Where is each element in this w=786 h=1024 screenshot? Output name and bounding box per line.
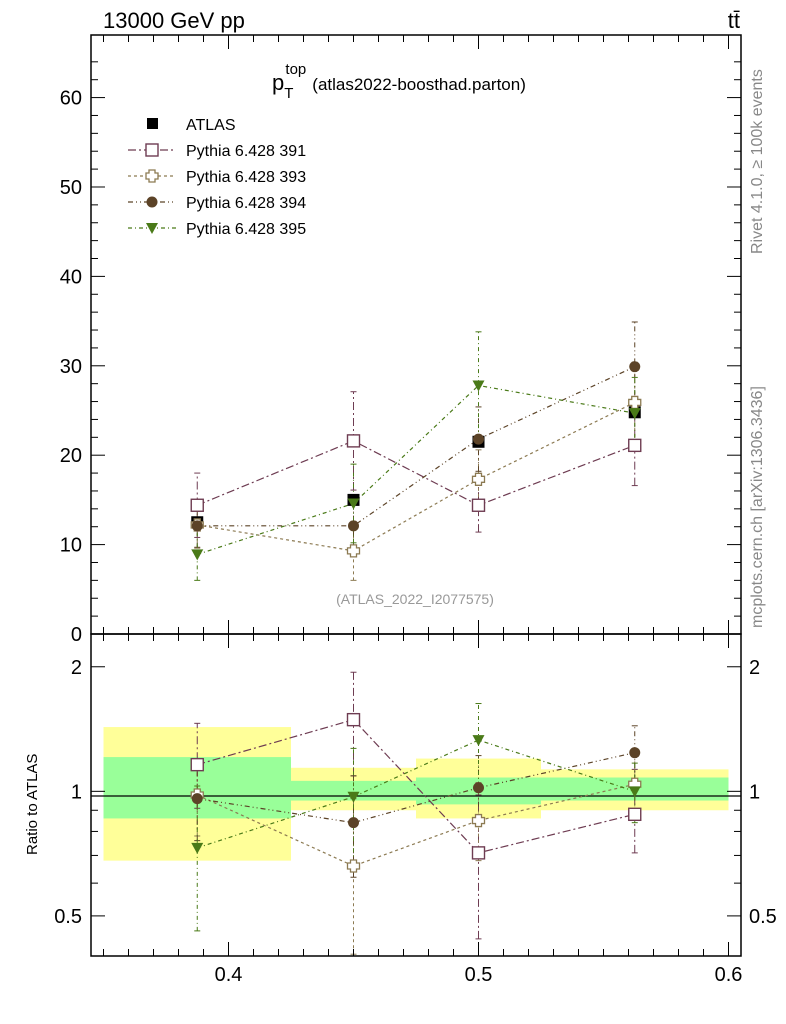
ratio-panel: 0.5 0.5 1 1 2 2 0.4 0.5 0.6 Ratio to ATLAS: [24, 633, 777, 986]
ratio-point-3: [472, 735, 485, 747]
legend-391-label: Pythia 6.428 391: [186, 143, 306, 160]
series-point-2: [191, 520, 203, 532]
ratio-ytick-label-right: 2: [749, 657, 760, 679]
series-point-0: [628, 438, 642, 453]
rivet-label: Rivet 4.1.0, ≥ 100k events: [749, 69, 766, 254]
ratio-line-1: [197, 783, 635, 867]
ratio-ytick-label-right: 0.5: [749, 906, 777, 928]
title-main: p: [272, 70, 284, 95]
series-point-2: [348, 520, 359, 532]
ratio-point-2: [191, 793, 203, 805]
series-point-2: [629, 361, 641, 373]
ratio-point-1: [346, 859, 361, 873]
ratio-point-0: [346, 712, 361, 727]
ratio-frame: [90, 633, 742, 957]
ratio-ytick-label-right: 1: [749, 781, 760, 803]
series-point-3: [472, 380, 485, 392]
series-point-0: [471, 498, 486, 512]
ratio-ytick-label-left: 2: [71, 657, 82, 679]
series-line-0: [197, 440, 635, 506]
series-point-1: [346, 544, 361, 558]
ratio-series: [190, 671, 642, 955]
legend-393-label: Pythia 6.428 393: [186, 169, 306, 186]
legend-394-marker: [146, 196, 158, 208]
ratio-xtick-label: 0.4: [215, 964, 243, 986]
legend-395-marker: [146, 223, 158, 234]
ratio-point-3: [628, 786, 641, 798]
ratio-ylabel: Ratio to ATLAS: [24, 754, 41, 855]
main-ytick-label: 40: [60, 266, 82, 288]
legend-393-marker: [145, 169, 159, 183]
main-ticks: 0 10 20 30 40 50 60: [60, 35, 741, 646]
main-ytick-label: 0: [71, 624, 82, 646]
ratio-point-2: [348, 817, 359, 829]
ratio-point-2: [473, 782, 484, 794]
series-line-2: [197, 366, 636, 527]
ratio-line-3: [197, 739, 635, 849]
main-ytick-label: 10: [60, 535, 82, 557]
ratio-ytick-label-left: 0.5: [54, 906, 82, 928]
main-ytick-label: 30: [60, 356, 82, 378]
legend-395-label: Pythia 6.428 395: [186, 221, 306, 238]
series-point-0: [190, 498, 204, 512]
title-sub: T: [284, 85, 293, 102]
ratio-point-1: [471, 813, 486, 828]
ratio-point-0: [628, 807, 642, 822]
ratio-line-0: [197, 718, 635, 854]
legend-394-label: Pythia 6.428 394: [186, 195, 306, 212]
analysis-label: (ATLAS_2022_I2077575): [336, 591, 494, 607]
series-line-1: [197, 401, 636, 552]
plot-title: pTtop (atlas2022-boosthad.parton): [272, 61, 526, 102]
series-point-2: [473, 433, 484, 445]
main-ytick-label: 20: [60, 445, 82, 467]
ratio-point-0: [471, 846, 486, 860]
series-point-3: [347, 498, 360, 510]
mcplots-label: mcplots.cern.ch [arXiv:1306.3436]: [749, 386, 766, 628]
series-point-3: [628, 408, 641, 420]
ratio-point-2: [629, 747, 641, 759]
header-left: 13000 GeV pp: [103, 8, 245, 33]
ratio-point-3: [347, 791, 360, 803]
title-sup: top: [285, 61, 306, 78]
legend-391-marker: [145, 143, 159, 157]
legend: ATLAS Pythia 6.428 391 Pythia 6.428 393 …: [128, 117, 306, 238]
main-series: [190, 321, 642, 581]
series-point-3: [191, 549, 204, 561]
main-ytick-label: 50: [60, 177, 82, 199]
ratio-point-3: [191, 842, 204, 854]
ratio-ticks: 0.5 0.5 1 1 2 2 0.4 0.5 0.6: [54, 634, 777, 986]
ratio-point-0: [190, 757, 204, 772]
ratio-ytick-label-left: 1: [71, 781, 82, 803]
series-point-0: [346, 434, 361, 448]
main-panel: 0 10 20 30 40 50 60 pTtop (atlas2022-boosthad.p…: [60, 34, 742, 646]
ratio-xtick-label: 0.6: [715, 964, 743, 986]
header-right: tt̄: [728, 8, 740, 33]
title-rest: (atlas2022-boosthad.parton): [312, 75, 526, 94]
ratio-xtick-label: 0.5: [465, 964, 493, 986]
legend-atlas-label: ATLAS: [186, 117, 236, 134]
legend-atlas-marker: [147, 118, 158, 129]
main-ytick-label: 60: [60, 88, 82, 110]
series-point-1: [471, 472, 486, 486]
